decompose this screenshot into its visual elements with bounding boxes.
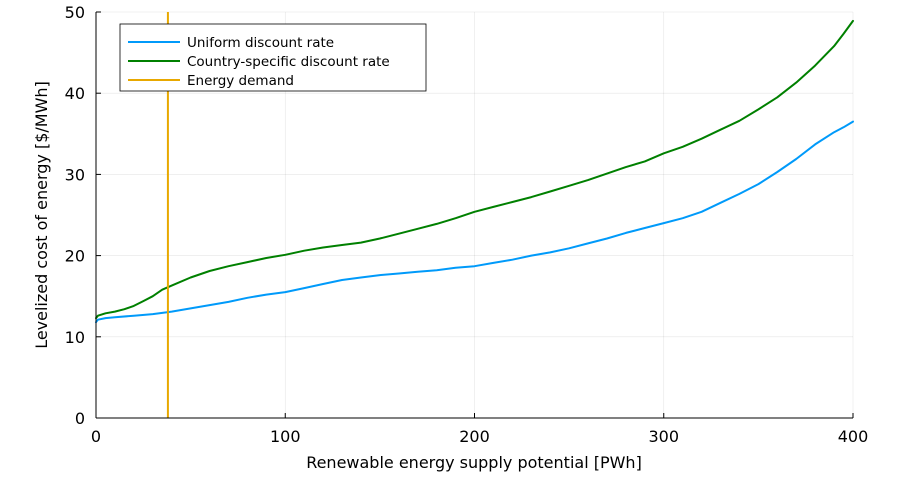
- y-tick-label: 30: [65, 165, 85, 184]
- legend-label: Uniform discount rate: [187, 35, 334, 51]
- series-line-uniform-discount-rate: [95, 120, 854, 324]
- ticks-layer: 0 100 200 300 400 0 10 20 30 40 50: [65, 3, 869, 446]
- x-tick-label: 200: [459, 427, 490, 446]
- y-tick-label: 50: [65, 3, 85, 22]
- series-line-country-specific-discount-rate: [95, 19, 854, 320]
- x-axis-title: Renewable energy supply potential [PWh]: [306, 453, 642, 472]
- legend: Uniform discount rate Country-specific di…: [119, 23, 427, 92]
- y-tick-label: 40: [65, 84, 85, 103]
- x-tick-label: 0: [91, 427, 101, 446]
- y-tick-label: 0: [75, 409, 85, 428]
- y-tick-label: 20: [65, 247, 85, 266]
- y-axis-title: Levelized cost of energy [$/MWh]: [32, 81, 51, 349]
- legend-label: Country-specific discount rate: [187, 54, 390, 70]
- legend-label: Energy demand: [187, 73, 294, 89]
- legend-items: Uniform discount rate Country-specific di…: [128, 35, 390, 89]
- x-tick-label: 100: [270, 427, 301, 446]
- x-tick-label: 300: [648, 427, 679, 446]
- x-tick-label: 400: [838, 427, 869, 446]
- y-tick-label: 10: [65, 328, 85, 347]
